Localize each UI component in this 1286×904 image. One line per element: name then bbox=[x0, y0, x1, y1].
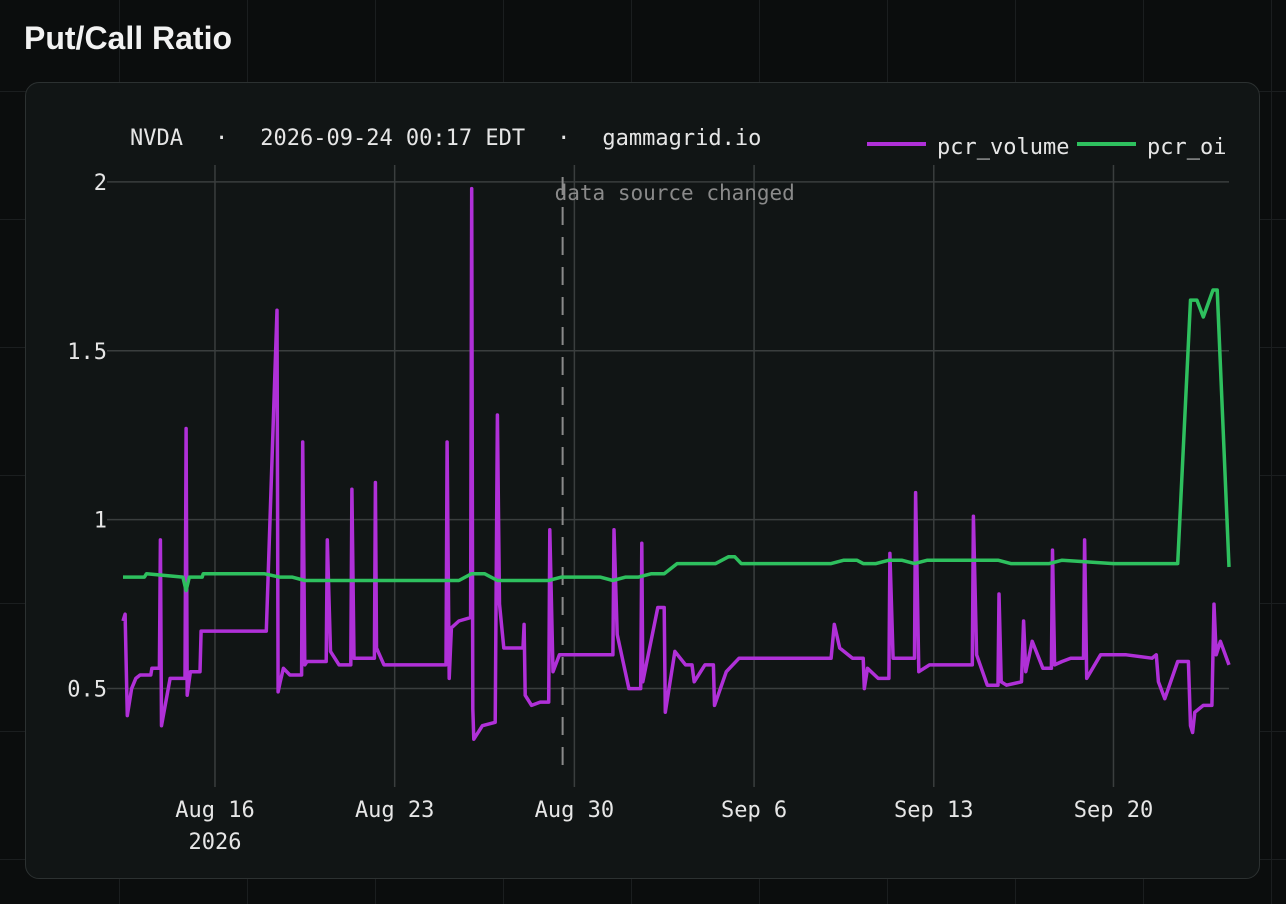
chart-header: NVDA · 2026-09-24 00:17 EDT · gammagrid.io bbox=[130, 126, 761, 151]
x-tick-label: Sep 6 bbox=[721, 798, 787, 823]
annotation-group: data source changed bbox=[555, 177, 795, 773]
header-source: gammagrid.io bbox=[602, 126, 761, 151]
put-call-ratio-chart: data source changed 0.5 1 1.5 2 Aug 16 2026 Au… bbox=[67, 126, 1231, 855]
page-title: Put/Call Ratio bbox=[24, 20, 233, 56]
legend: pcr_volume pcr_oi bbox=[867, 135, 1226, 160]
y-tick-label: 1 bbox=[94, 509, 107, 534]
axis-labels: 0.5 1 1.5 2 Aug 16 2026 Aug 23 Aug 30 Sep 6 Sep 1… bbox=[67, 171, 1153, 855]
legend-label-pcr-oi: pcr_oi bbox=[1147, 135, 1226, 160]
header-timestamp: 2026-09-24 00:17 EDT bbox=[260, 126, 525, 151]
series-line-pcr-oi bbox=[123, 288, 1231, 593]
series-group bbox=[121, 186, 1231, 741]
header-separator: · bbox=[215, 126, 228, 151]
x-tick-label: Sep 13 bbox=[894, 798, 973, 823]
y-tick-label: 2 bbox=[94, 171, 107, 196]
x-tick-year-label: 2026 bbox=[188, 830, 241, 855]
x-tick-label: Aug 30 bbox=[535, 798, 614, 823]
legend-label-pcr-volume: pcr_volume bbox=[937, 135, 1069, 160]
x-tick-label: Aug 23 bbox=[355, 798, 434, 823]
series-line-pcr-volume bbox=[121, 186, 1231, 741]
x-tick-label: Sep 20 bbox=[1074, 798, 1153, 823]
y-tick-label: 0.5 bbox=[67, 678, 107, 703]
header-ticker: NVDA bbox=[130, 126, 183, 151]
chart-card: data source changed 0.5 1 1.5 2 Aug 16 2026 Au… bbox=[25, 82, 1260, 879]
x-tick-label: Aug 16 bbox=[175, 798, 254, 823]
chart-header-text: NVDA · 2026-09-24 00:17 EDT · gammagrid.io bbox=[130, 126, 761, 151]
chart-grid bbox=[107, 165, 1229, 787]
annotation-label: data source changed bbox=[555, 181, 795, 205]
y-tick-label: 1.5 bbox=[67, 340, 107, 365]
header-separator: · bbox=[557, 126, 570, 151]
